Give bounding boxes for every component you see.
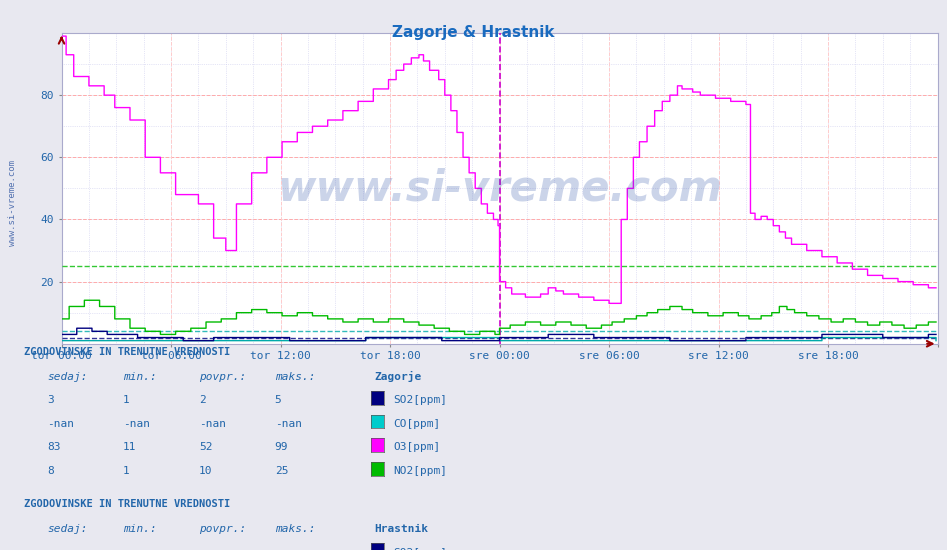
Text: min.:: min.:	[123, 371, 157, 382]
Text: Zagorje & Hrastnik: Zagorje & Hrastnik	[392, 25, 555, 40]
Text: 1: 1	[123, 466, 130, 476]
Text: min.:: min.:	[123, 524, 157, 534]
Text: Zagorje: Zagorje	[374, 371, 421, 382]
Text: -nan: -nan	[199, 419, 226, 429]
Text: -nan: -nan	[275, 419, 302, 429]
Text: SO2[ppm]: SO2[ppm]	[393, 395, 447, 405]
Text: CO[ppm]: CO[ppm]	[393, 419, 440, 429]
Text: maks.:: maks.:	[275, 371, 315, 382]
Text: -nan: -nan	[47, 547, 75, 550]
Text: O3[ppm]: O3[ppm]	[393, 442, 440, 453]
Text: 25: 25	[275, 466, 288, 476]
Text: sedaj:: sedaj:	[47, 371, 88, 382]
Text: NO2[ppm]: NO2[ppm]	[393, 466, 447, 476]
Text: povpr.:: povpr.:	[199, 524, 246, 534]
Text: 83: 83	[47, 442, 61, 453]
Text: 99: 99	[275, 442, 288, 453]
Text: SO2[ppm]: SO2[ppm]	[393, 547, 447, 550]
Text: -nan: -nan	[123, 547, 151, 550]
Text: -nan: -nan	[123, 419, 151, 429]
Text: maks.:: maks.:	[275, 524, 315, 534]
Text: www.si-vreme.com: www.si-vreme.com	[277, 167, 722, 210]
Text: 3: 3	[47, 395, 54, 405]
Text: 5: 5	[275, 395, 281, 405]
Text: www.si-vreme.com: www.si-vreme.com	[8, 161, 17, 246]
Text: -nan: -nan	[199, 547, 226, 550]
Text: 1: 1	[123, 395, 130, 405]
Text: 11: 11	[123, 442, 136, 453]
Text: ZGODOVINSKE IN TRENUTNE VREDNOSTI: ZGODOVINSKE IN TRENUTNE VREDNOSTI	[24, 346, 230, 357]
Text: -nan: -nan	[275, 547, 302, 550]
Text: 8: 8	[47, 466, 54, 476]
Text: 52: 52	[199, 442, 212, 453]
Text: sedaj:: sedaj:	[47, 524, 88, 534]
Text: povpr.:: povpr.:	[199, 371, 246, 382]
Text: 10: 10	[199, 466, 212, 476]
Text: Hrastnik: Hrastnik	[374, 524, 428, 534]
Text: 2: 2	[199, 395, 205, 405]
Text: ZGODOVINSKE IN TRENUTNE VREDNOSTI: ZGODOVINSKE IN TRENUTNE VREDNOSTI	[24, 499, 230, 509]
Text: -nan: -nan	[47, 419, 75, 429]
